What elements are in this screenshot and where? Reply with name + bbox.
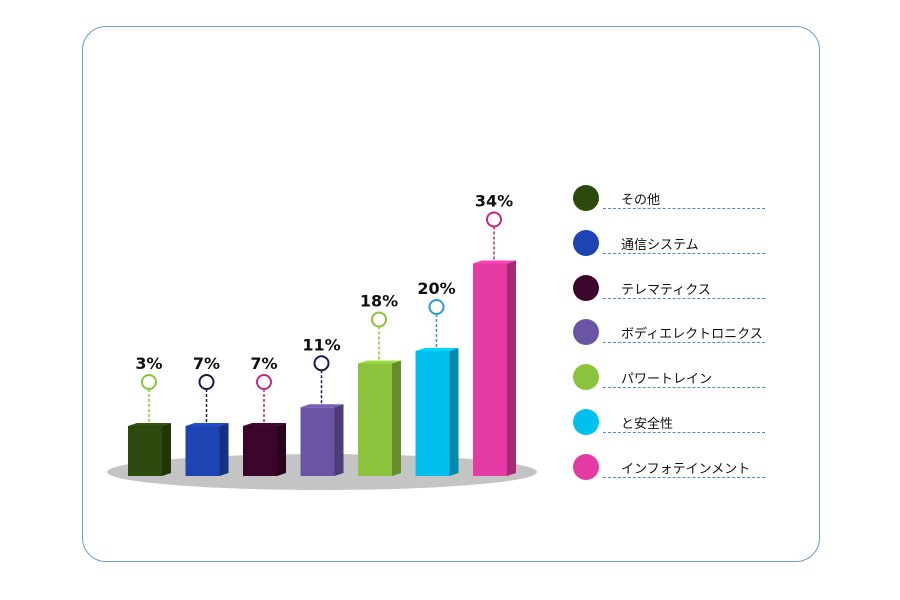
data-marker [141,374,157,390]
legend-divider [603,342,765,344]
legend-divider [603,297,765,299]
legend-item: インフォテインメント [573,452,765,497]
legend-divider [603,476,765,478]
bar-side [277,423,286,476]
legend-label: ボディエレクトロニクス [621,327,763,343]
legend-swatch [573,185,599,211]
data-label: 11% [302,335,340,354]
bar-top [358,360,401,364]
legend-swatch [573,364,599,391]
data-marker [486,211,502,228]
bar-side [449,348,459,476]
legend-item: 通信システム [573,228,765,273]
data-marker [198,374,215,390]
legend-label: と安全性 [621,416,674,432]
legend-divider [603,387,765,389]
legend-divider [603,252,765,254]
legend-label: インフォテインメント [621,461,751,477]
bar-side [219,423,229,476]
bar-top [415,348,459,351]
data-marker [371,311,387,328]
bar-top [185,423,229,426]
legend-swatch [573,408,599,435]
bar [473,263,507,476]
data-label: 34% [475,192,513,211]
legend-swatch [573,229,599,256]
bar-side [507,260,516,476]
bar-side [392,360,401,476]
legend-swatch [573,453,599,480]
legend-swatch [573,274,599,301]
data-marker [313,355,330,372]
bar [300,407,335,476]
bar [185,426,220,476]
legend-divider [603,208,765,209]
bar [243,426,277,476]
data-label: 7% [250,354,277,373]
legend-item: パワートレイン [573,362,765,407]
legend-label: 通信システム [621,237,699,253]
bar [415,351,450,476]
bar [128,426,162,476]
bar [358,363,392,476]
data-label: 18% [360,292,398,311]
legend-label: パワートレイン [621,372,713,388]
bar-side [162,423,171,476]
data-label: 3% [135,354,162,373]
legend-item: ボディエレクトロニクス [573,317,765,362]
bar-group: 3% 7% 7% 11% 18% 20% 34% [128,192,516,476]
legend-item: テレマティクス [573,273,765,318]
legend-divider [603,431,765,433]
legend-item: その他 [573,183,765,228]
legend-label: テレマティクス [621,282,711,298]
bar-top [128,423,171,426]
bar-top [243,423,286,426]
bar-top [473,260,516,264]
legend-swatch [573,319,599,346]
bar-top [300,404,344,408]
legend-label: その他 [621,193,661,208]
data-label: 20% [417,279,455,298]
legend-item: と安全性 [573,407,765,452]
legend: その他 通信システム テレマティクス ボディエレクトロニクス パワートレイン と… [573,183,765,497]
data-label: 7% [193,354,220,373]
data-marker [256,374,272,390]
data-marker [428,299,445,315]
bar-side [334,404,344,476]
